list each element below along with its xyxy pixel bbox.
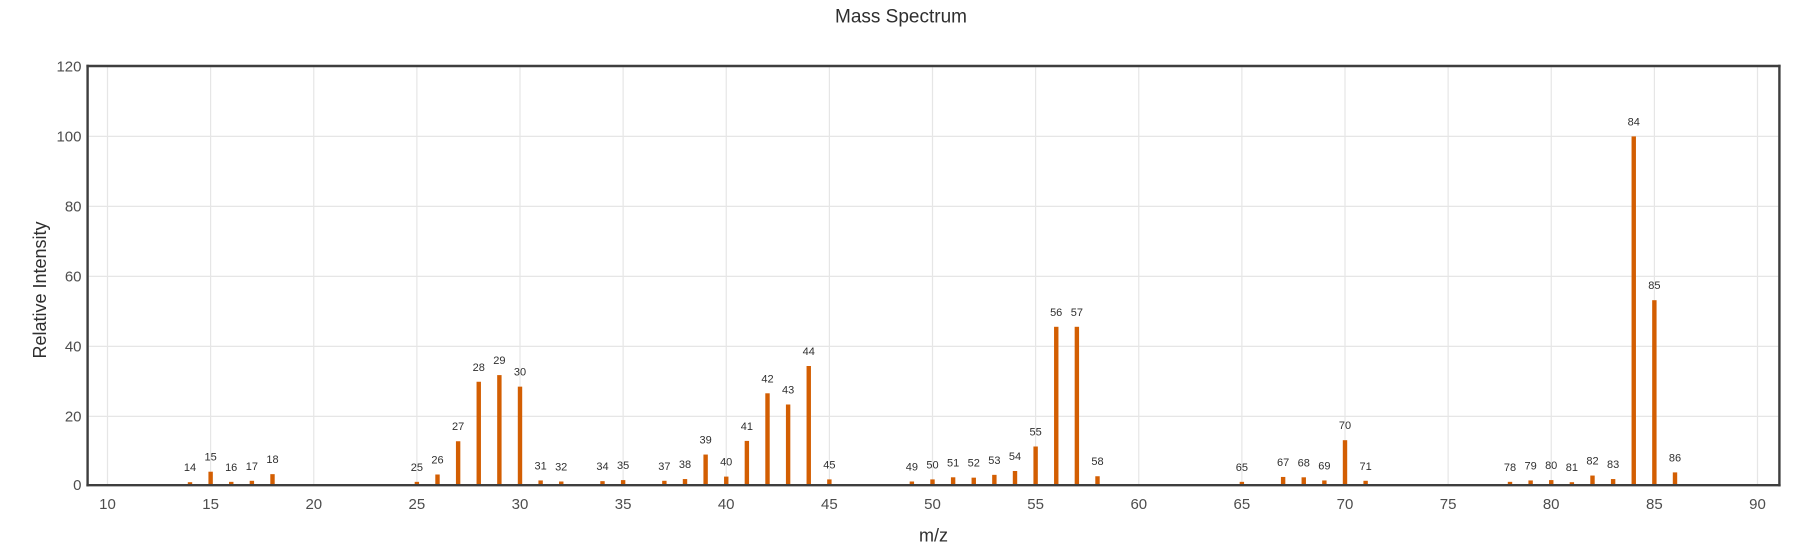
- svg-text:45: 45: [823, 459, 835, 471]
- svg-text:Relative Intensity: Relative Intensity: [30, 221, 50, 358]
- svg-text:80: 80: [1545, 460, 1557, 472]
- svg-text:56: 56: [1050, 307, 1062, 319]
- svg-text:90: 90: [1749, 496, 1766, 513]
- svg-text:28: 28: [473, 362, 485, 374]
- svg-text:40: 40: [718, 496, 735, 513]
- svg-text:32: 32: [555, 462, 567, 474]
- svg-text:30: 30: [512, 496, 529, 513]
- svg-text:20: 20: [305, 496, 322, 513]
- svg-text:20: 20: [65, 409, 82, 426]
- svg-text:79: 79: [1524, 460, 1536, 472]
- svg-text:55: 55: [1027, 496, 1044, 513]
- svg-text:81: 81: [1566, 462, 1578, 474]
- svg-text:26: 26: [431, 455, 443, 467]
- svg-text:69: 69: [1318, 460, 1330, 472]
- svg-text:14: 14: [184, 462, 196, 474]
- svg-text:68: 68: [1298, 457, 1310, 469]
- svg-text:35: 35: [617, 460, 629, 472]
- svg-text:83: 83: [1607, 459, 1619, 471]
- svg-text:35: 35: [615, 496, 632, 513]
- svg-text:m/z: m/z: [919, 526, 948, 546]
- svg-text:27: 27: [452, 421, 464, 433]
- svg-text:52: 52: [968, 458, 980, 470]
- svg-text:55: 55: [1029, 427, 1041, 439]
- svg-text:43: 43: [782, 385, 794, 397]
- svg-text:51: 51: [947, 457, 959, 469]
- svg-text:15: 15: [204, 452, 216, 464]
- svg-text:31: 31: [534, 460, 546, 472]
- svg-text:80: 80: [65, 199, 82, 216]
- svg-text:18: 18: [266, 454, 278, 466]
- svg-text:75: 75: [1440, 496, 1457, 513]
- svg-text:85: 85: [1648, 280, 1660, 292]
- svg-text:85: 85: [1646, 496, 1663, 513]
- svg-text:70: 70: [1337, 496, 1354, 513]
- svg-text:60: 60: [1130, 496, 1147, 513]
- svg-text:86: 86: [1669, 452, 1681, 464]
- svg-text:10: 10: [99, 496, 116, 513]
- svg-text:120: 120: [56, 59, 81, 76]
- svg-text:30: 30: [514, 367, 526, 379]
- svg-text:70: 70: [1339, 420, 1351, 432]
- svg-text:54: 54: [1009, 451, 1021, 463]
- svg-text:34: 34: [596, 461, 608, 473]
- svg-text:100: 100: [56, 129, 81, 146]
- svg-text:82: 82: [1586, 456, 1598, 468]
- svg-text:37: 37: [658, 461, 670, 473]
- svg-text:38: 38: [679, 459, 691, 471]
- svg-text:40: 40: [720, 457, 732, 469]
- svg-text:15: 15: [202, 496, 219, 513]
- svg-text:42: 42: [761, 373, 773, 385]
- svg-text:65: 65: [1234, 496, 1251, 513]
- svg-text:65: 65: [1236, 462, 1248, 474]
- svg-text:60: 60: [65, 269, 82, 286]
- svg-text:80: 80: [1543, 496, 1560, 513]
- svg-text:Mass Spectrum: Mass Spectrum: [835, 6, 967, 27]
- svg-text:44: 44: [803, 346, 815, 358]
- svg-text:53: 53: [988, 455, 1000, 467]
- svg-text:39: 39: [699, 435, 711, 447]
- svg-text:71: 71: [1359, 461, 1371, 473]
- svg-text:67: 67: [1277, 457, 1289, 469]
- svg-text:0: 0: [73, 477, 81, 494]
- svg-text:84: 84: [1628, 116, 1640, 128]
- svg-text:57: 57: [1071, 307, 1083, 319]
- svg-text:17: 17: [246, 461, 258, 473]
- svg-text:45: 45: [821, 496, 838, 513]
- svg-text:50: 50: [924, 496, 941, 513]
- svg-text:25: 25: [409, 496, 426, 513]
- svg-text:49: 49: [906, 462, 918, 474]
- svg-text:25: 25: [411, 462, 423, 474]
- svg-text:58: 58: [1091, 456, 1103, 468]
- svg-text:41: 41: [741, 421, 753, 433]
- svg-text:16: 16: [225, 462, 237, 474]
- svg-text:29: 29: [493, 355, 505, 367]
- svg-text:78: 78: [1504, 462, 1516, 474]
- svg-text:40: 40: [65, 339, 82, 356]
- svg-text:50: 50: [926, 459, 938, 471]
